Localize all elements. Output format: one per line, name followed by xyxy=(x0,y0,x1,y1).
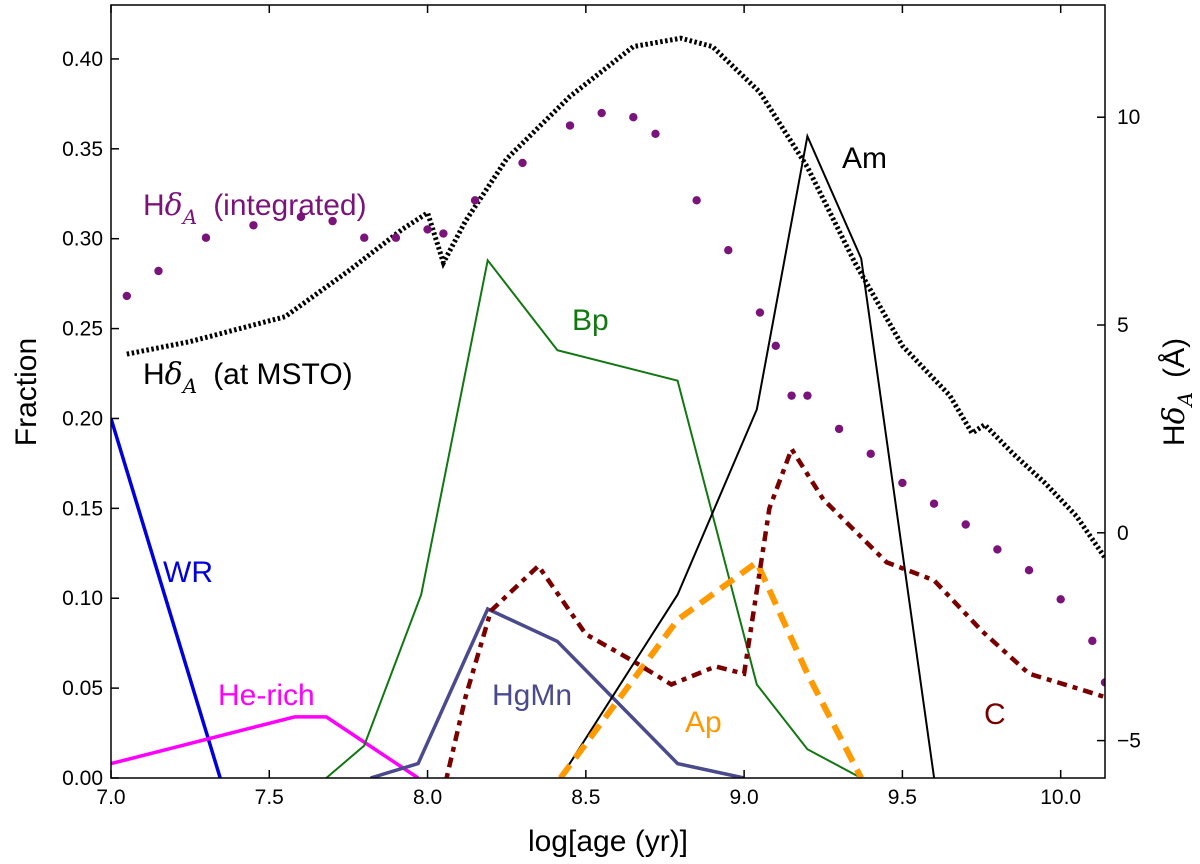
y-tick-label: 0.15 xyxy=(62,497,103,520)
series-label-am: Am xyxy=(842,142,887,175)
y-right-tick-label: 10 xyxy=(1117,106,1140,129)
y-right-label-prefix: H xyxy=(1158,424,1191,446)
point-h-a-integrated xyxy=(629,113,638,122)
y-tick-label: 0.30 xyxy=(62,228,103,251)
series-label-bp: Bp xyxy=(572,304,609,337)
y-axis-label: Fraction xyxy=(10,338,43,446)
point-h-a-integrated xyxy=(122,291,132,301)
labels-layer: HδA (integrated) HδA (at MSTO) Bp Am WR He-rich… xyxy=(143,142,1006,739)
y-tick-label: 0.20 xyxy=(62,407,103,430)
point-h-a-integrated xyxy=(201,233,211,242)
point-h-a-integrated xyxy=(391,233,401,242)
series-line-bp xyxy=(325,257,862,778)
series-line-he-rich xyxy=(111,715,420,778)
y-tick-label: 0.40 xyxy=(62,48,103,71)
point-h-a-integrated xyxy=(834,424,844,434)
y-right-tick-label: 0 xyxy=(1117,522,1129,545)
y-tick-label: 0.10 xyxy=(62,587,103,610)
x-tick-label: 8.0 xyxy=(413,786,442,809)
point-h-a-integrated xyxy=(249,221,258,230)
series-label-h-a-integrated: HδA (integrated) xyxy=(143,188,367,229)
series-label-wr: WR xyxy=(163,556,213,589)
point-h-a-integrated xyxy=(866,449,875,459)
series-label-he-rich: He-rich xyxy=(218,679,315,712)
point-h-a-integrated xyxy=(597,108,606,118)
x-tick-label: 7.5 xyxy=(255,786,284,809)
y-right-label-symbol: δ xyxy=(1157,406,1192,424)
series-layer xyxy=(111,35,1105,778)
point-h-a-integrated xyxy=(1088,636,1097,646)
point-h-a-integrated xyxy=(328,216,337,226)
x-tick-label: 8.5 xyxy=(571,786,600,809)
point-h-a-integrated xyxy=(565,121,575,130)
y-right-tick-label: −5 xyxy=(1117,730,1141,753)
point-h-a-integrated xyxy=(1100,678,1105,687)
y-right-label-unit: (Å) xyxy=(1158,338,1191,378)
x-tick-label: 9.0 xyxy=(730,786,759,809)
series-line-h-a-at-msto xyxy=(126,35,1105,560)
point-h-a-integrated xyxy=(1024,566,1034,575)
point-h-a-integrated xyxy=(929,499,939,508)
point-h-a-integrated xyxy=(724,245,733,255)
y-right-tick-label: 5 xyxy=(1117,314,1129,337)
series-h-a-integrated xyxy=(122,108,1105,687)
plot-frame xyxy=(110,4,1106,779)
series-label-ap: Ap xyxy=(685,706,722,739)
point-h-a-integrated xyxy=(961,520,970,529)
point-h-a-integrated xyxy=(651,129,660,139)
point-h-a-integrated xyxy=(296,212,306,222)
point-h-a-integrated xyxy=(787,391,796,400)
y-right-axis-label: HδA (Å) xyxy=(1157,338,1197,446)
x-axis-label: log[age (yr)] xyxy=(528,825,688,858)
point-h-a-integrated xyxy=(439,229,448,238)
y-tick-label: 0.00 xyxy=(62,767,103,790)
y-tick-label: 0.25 xyxy=(62,318,103,341)
point-h-a-integrated xyxy=(1056,595,1065,604)
point-h-a-integrated xyxy=(771,341,780,350)
x-tick-label: 10.0 xyxy=(1040,786,1081,809)
point-h-a-integrated xyxy=(518,158,527,168)
series-label-c: C xyxy=(984,698,1006,731)
series-label-h-a-at-msto: HδA (at MSTO) xyxy=(143,357,353,398)
point-h-a-integrated xyxy=(898,478,907,488)
series-line-wr xyxy=(111,417,222,778)
y-tick-label: 0.35 xyxy=(62,138,103,161)
series-line-am xyxy=(559,132,936,778)
point-h-a-integrated xyxy=(423,225,432,234)
series-line-hgmn xyxy=(370,606,745,778)
y-tick-label: 0.05 xyxy=(62,677,103,700)
y-right-label-sub: A xyxy=(1173,392,1197,408)
series-line-ap xyxy=(558,557,864,778)
point-h-a-integrated xyxy=(993,545,1002,554)
ticks-layer: 7.0 7.5 8.0 8.5 9.0 9.5 10.0 0.00 0.05 0.10 0.15 0.… xyxy=(62,5,1141,809)
series-line-c xyxy=(444,443,1105,778)
point-h-a-integrated xyxy=(470,196,480,205)
point-h-a-integrated xyxy=(755,308,765,317)
x-tick-label: 7.0 xyxy=(96,786,125,809)
point-h-a-integrated xyxy=(154,266,163,276)
point-h-a-integrated xyxy=(803,391,812,400)
series-label-hgmn: HgMn xyxy=(492,679,572,712)
point-h-a-integrated xyxy=(692,196,701,205)
point-h-a-integrated xyxy=(360,233,369,242)
x-tick-label: 9.5 xyxy=(888,786,917,809)
